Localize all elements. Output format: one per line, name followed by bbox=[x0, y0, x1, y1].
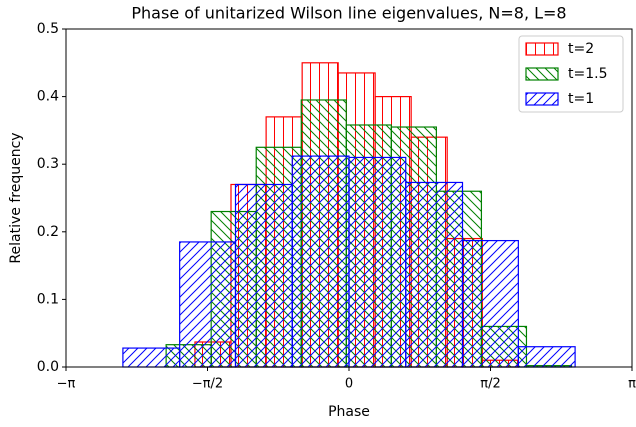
y-tick-label: 0.3 bbox=[37, 156, 59, 172]
histogram-bar bbox=[179, 241, 237, 368]
legend-label: t=1.5 bbox=[568, 66, 607, 82]
y-axis-label: Relative frequency bbox=[8, 132, 24, 263]
histogram-bar bbox=[517, 346, 576, 368]
y-tick-label: 0.4 bbox=[37, 89, 59, 105]
x-tick-label: π/2 bbox=[480, 377, 500, 392]
x-axis-label: Phase bbox=[328, 404, 370, 420]
x-tick-label: 0 bbox=[345, 377, 353, 392]
legend-label: t=2 bbox=[568, 41, 594, 57]
x-tick-label: −π bbox=[57, 377, 76, 392]
legend-swatch bbox=[525, 92, 559, 106]
legend-swatch bbox=[525, 42, 559, 56]
histogram-bar bbox=[122, 347, 181, 368]
histogram-bar bbox=[234, 183, 293, 368]
x-tick-label: −π/2 bbox=[192, 377, 223, 392]
y-tick-label: 0.2 bbox=[37, 224, 59, 240]
y-tick-label: 0.0 bbox=[37, 359, 59, 375]
y-tick-label: 0.1 bbox=[37, 291, 59, 307]
legend-swatch bbox=[525, 67, 559, 81]
histogram-bar bbox=[461, 239, 519, 368]
legend-label: t=1 bbox=[568, 91, 594, 107]
histogram-bar bbox=[348, 156, 407, 368]
chart-title: Phase of unitarized Wilson line eigenval… bbox=[131, 4, 566, 23]
histogram-bar bbox=[291, 155, 350, 368]
y-tick-label: 0.5 bbox=[37, 21, 59, 37]
x-tick-label: π bbox=[628, 377, 636, 392]
histogram-bar bbox=[405, 181, 464, 368]
